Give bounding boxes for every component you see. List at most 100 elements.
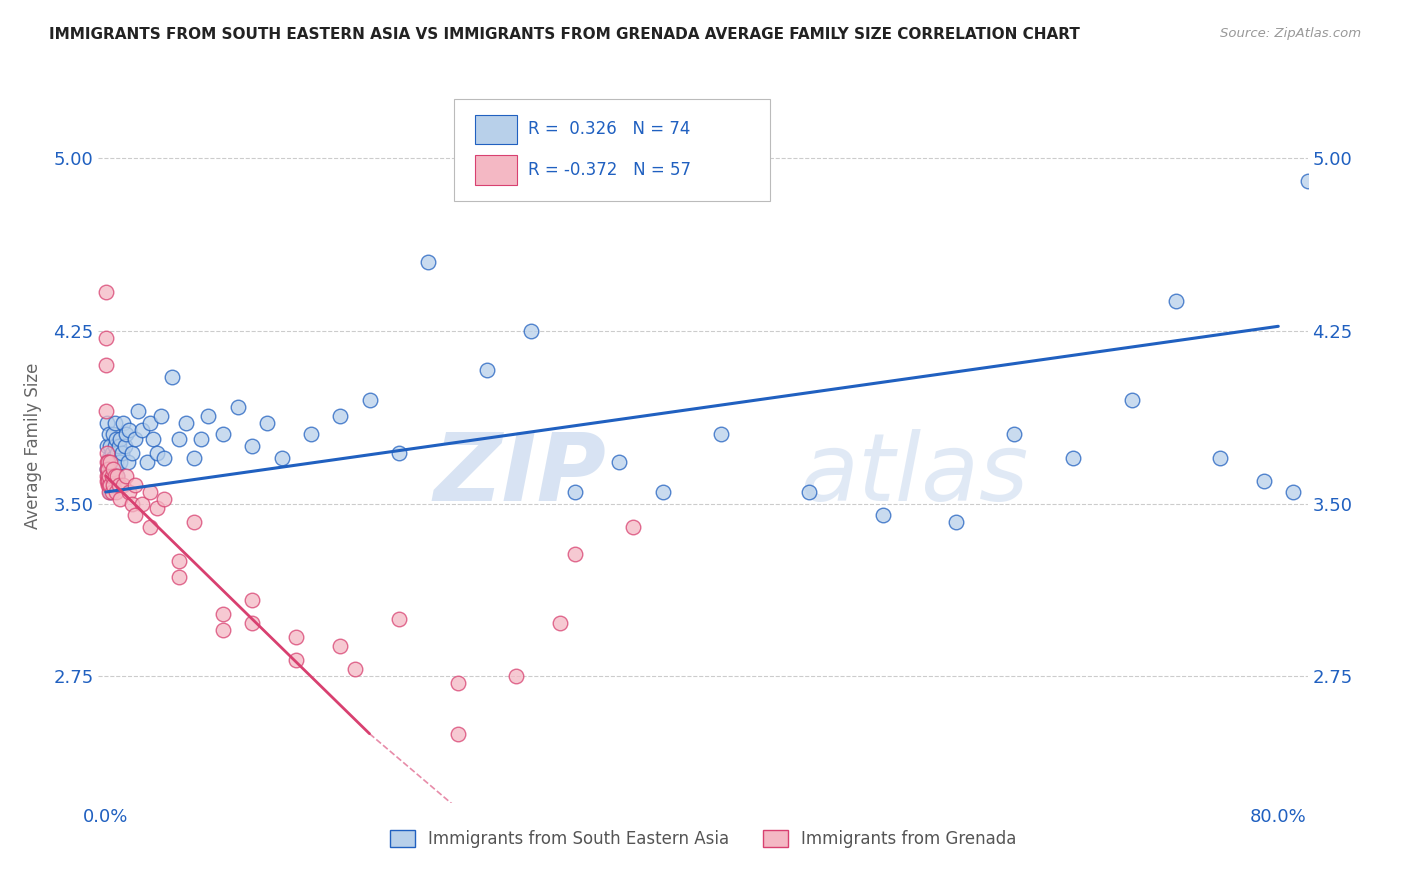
Point: [97, 474, 120, 488]
Point: [621, 519, 644, 533]
Point: [167, 554, 190, 568]
Point: [127, 404, 149, 418]
Point: [240, 616, 263, 631]
Point: [103, 439, 125, 453]
Point: [240, 439, 263, 453]
Point: [1062, 450, 1084, 465]
Point: [176, 416, 198, 430]
Point: [138, 485, 160, 500]
Legend: Immigrants from South Eastern Asia, Immigrants from Grenada: Immigrants from South Eastern Asia, Immi…: [382, 823, 1024, 855]
Point: [121, 446, 143, 460]
Point: [1296, 174, 1319, 188]
Point: [872, 508, 894, 522]
Point: [98, 469, 121, 483]
Point: [98, 439, 121, 453]
Point: [138, 519, 160, 533]
Point: [97, 478, 120, 492]
Point: [96, 331, 118, 345]
Point: [197, 409, 219, 423]
Point: [118, 423, 141, 437]
Point: [1253, 474, 1275, 488]
Point: [240, 593, 263, 607]
Point: [1121, 392, 1143, 407]
Point: [146, 446, 169, 460]
Point: [97, 427, 120, 442]
Point: [183, 515, 205, 529]
Point: [112, 478, 135, 492]
Point: [212, 607, 235, 621]
Point: [520, 324, 543, 338]
Point: [103, 416, 125, 430]
Point: [131, 423, 153, 437]
Point: [105, 485, 128, 500]
Point: [112, 416, 135, 430]
Point: [124, 508, 146, 522]
Point: [96, 416, 118, 430]
Point: [388, 612, 411, 626]
Point: [107, 469, 129, 483]
Point: [153, 450, 176, 465]
Text: IMMIGRANTS FROM SOUTH EASTERN ASIA VS IMMIGRANTS FROM GRENADA AVERAGE FAMILY SIZ: IMMIGRANTS FROM SOUTH EASTERN ASIA VS IM…: [49, 27, 1080, 42]
Point: [212, 623, 235, 637]
Point: [121, 497, 143, 511]
Point: [167, 432, 190, 446]
Point: [94, 285, 117, 299]
Point: [329, 409, 352, 423]
Point: [142, 432, 165, 446]
Point: [299, 427, 322, 442]
Point: [226, 400, 249, 414]
Point: [96, 359, 118, 373]
Point: [105, 455, 128, 469]
Point: [388, 446, 411, 460]
Text: ZIP: ZIP: [433, 428, 606, 521]
Point: [167, 570, 190, 584]
Point: [105, 432, 128, 446]
Point: [359, 392, 381, 407]
Point: [107, 446, 129, 460]
Point: [115, 427, 138, 442]
Point: [285, 630, 308, 644]
Point: [135, 455, 157, 469]
Point: [564, 485, 586, 500]
Text: R =  0.326   N = 74: R = 0.326 N = 74: [527, 120, 690, 138]
Point: [100, 469, 122, 483]
Point: [256, 416, 278, 430]
Point: [107, 469, 129, 483]
Point: [1208, 450, 1230, 465]
Point: [418, 255, 440, 269]
Y-axis label: Average Family Size: Average Family Size: [24, 363, 42, 529]
Point: [117, 455, 139, 469]
Point: [96, 474, 118, 488]
Point: [103, 462, 125, 476]
Point: [146, 501, 169, 516]
Point: [110, 432, 132, 446]
Point: [212, 427, 235, 442]
Point: [97, 474, 120, 488]
Point: [98, 478, 121, 492]
Point: [564, 547, 586, 561]
Point: [190, 432, 212, 446]
Point: [607, 455, 630, 469]
Point: [150, 409, 173, 423]
Point: [160, 370, 183, 384]
Point: [96, 462, 118, 476]
Point: [124, 432, 146, 446]
Point: [100, 478, 122, 492]
Point: [131, 497, 153, 511]
Point: [475, 363, 498, 377]
Point: [96, 469, 118, 483]
Text: R = -0.372   N = 57: R = -0.372 N = 57: [527, 161, 690, 179]
Point: [98, 485, 121, 500]
Point: [96, 462, 118, 476]
Point: [101, 427, 124, 442]
Point: [101, 469, 124, 483]
Point: [548, 616, 571, 631]
Point: [100, 446, 122, 460]
Point: [153, 491, 176, 506]
Point: [799, 485, 821, 500]
Point: [96, 404, 118, 418]
Point: [138, 416, 160, 430]
Point: [110, 455, 132, 469]
Point: [108, 478, 131, 492]
Point: [96, 455, 118, 469]
